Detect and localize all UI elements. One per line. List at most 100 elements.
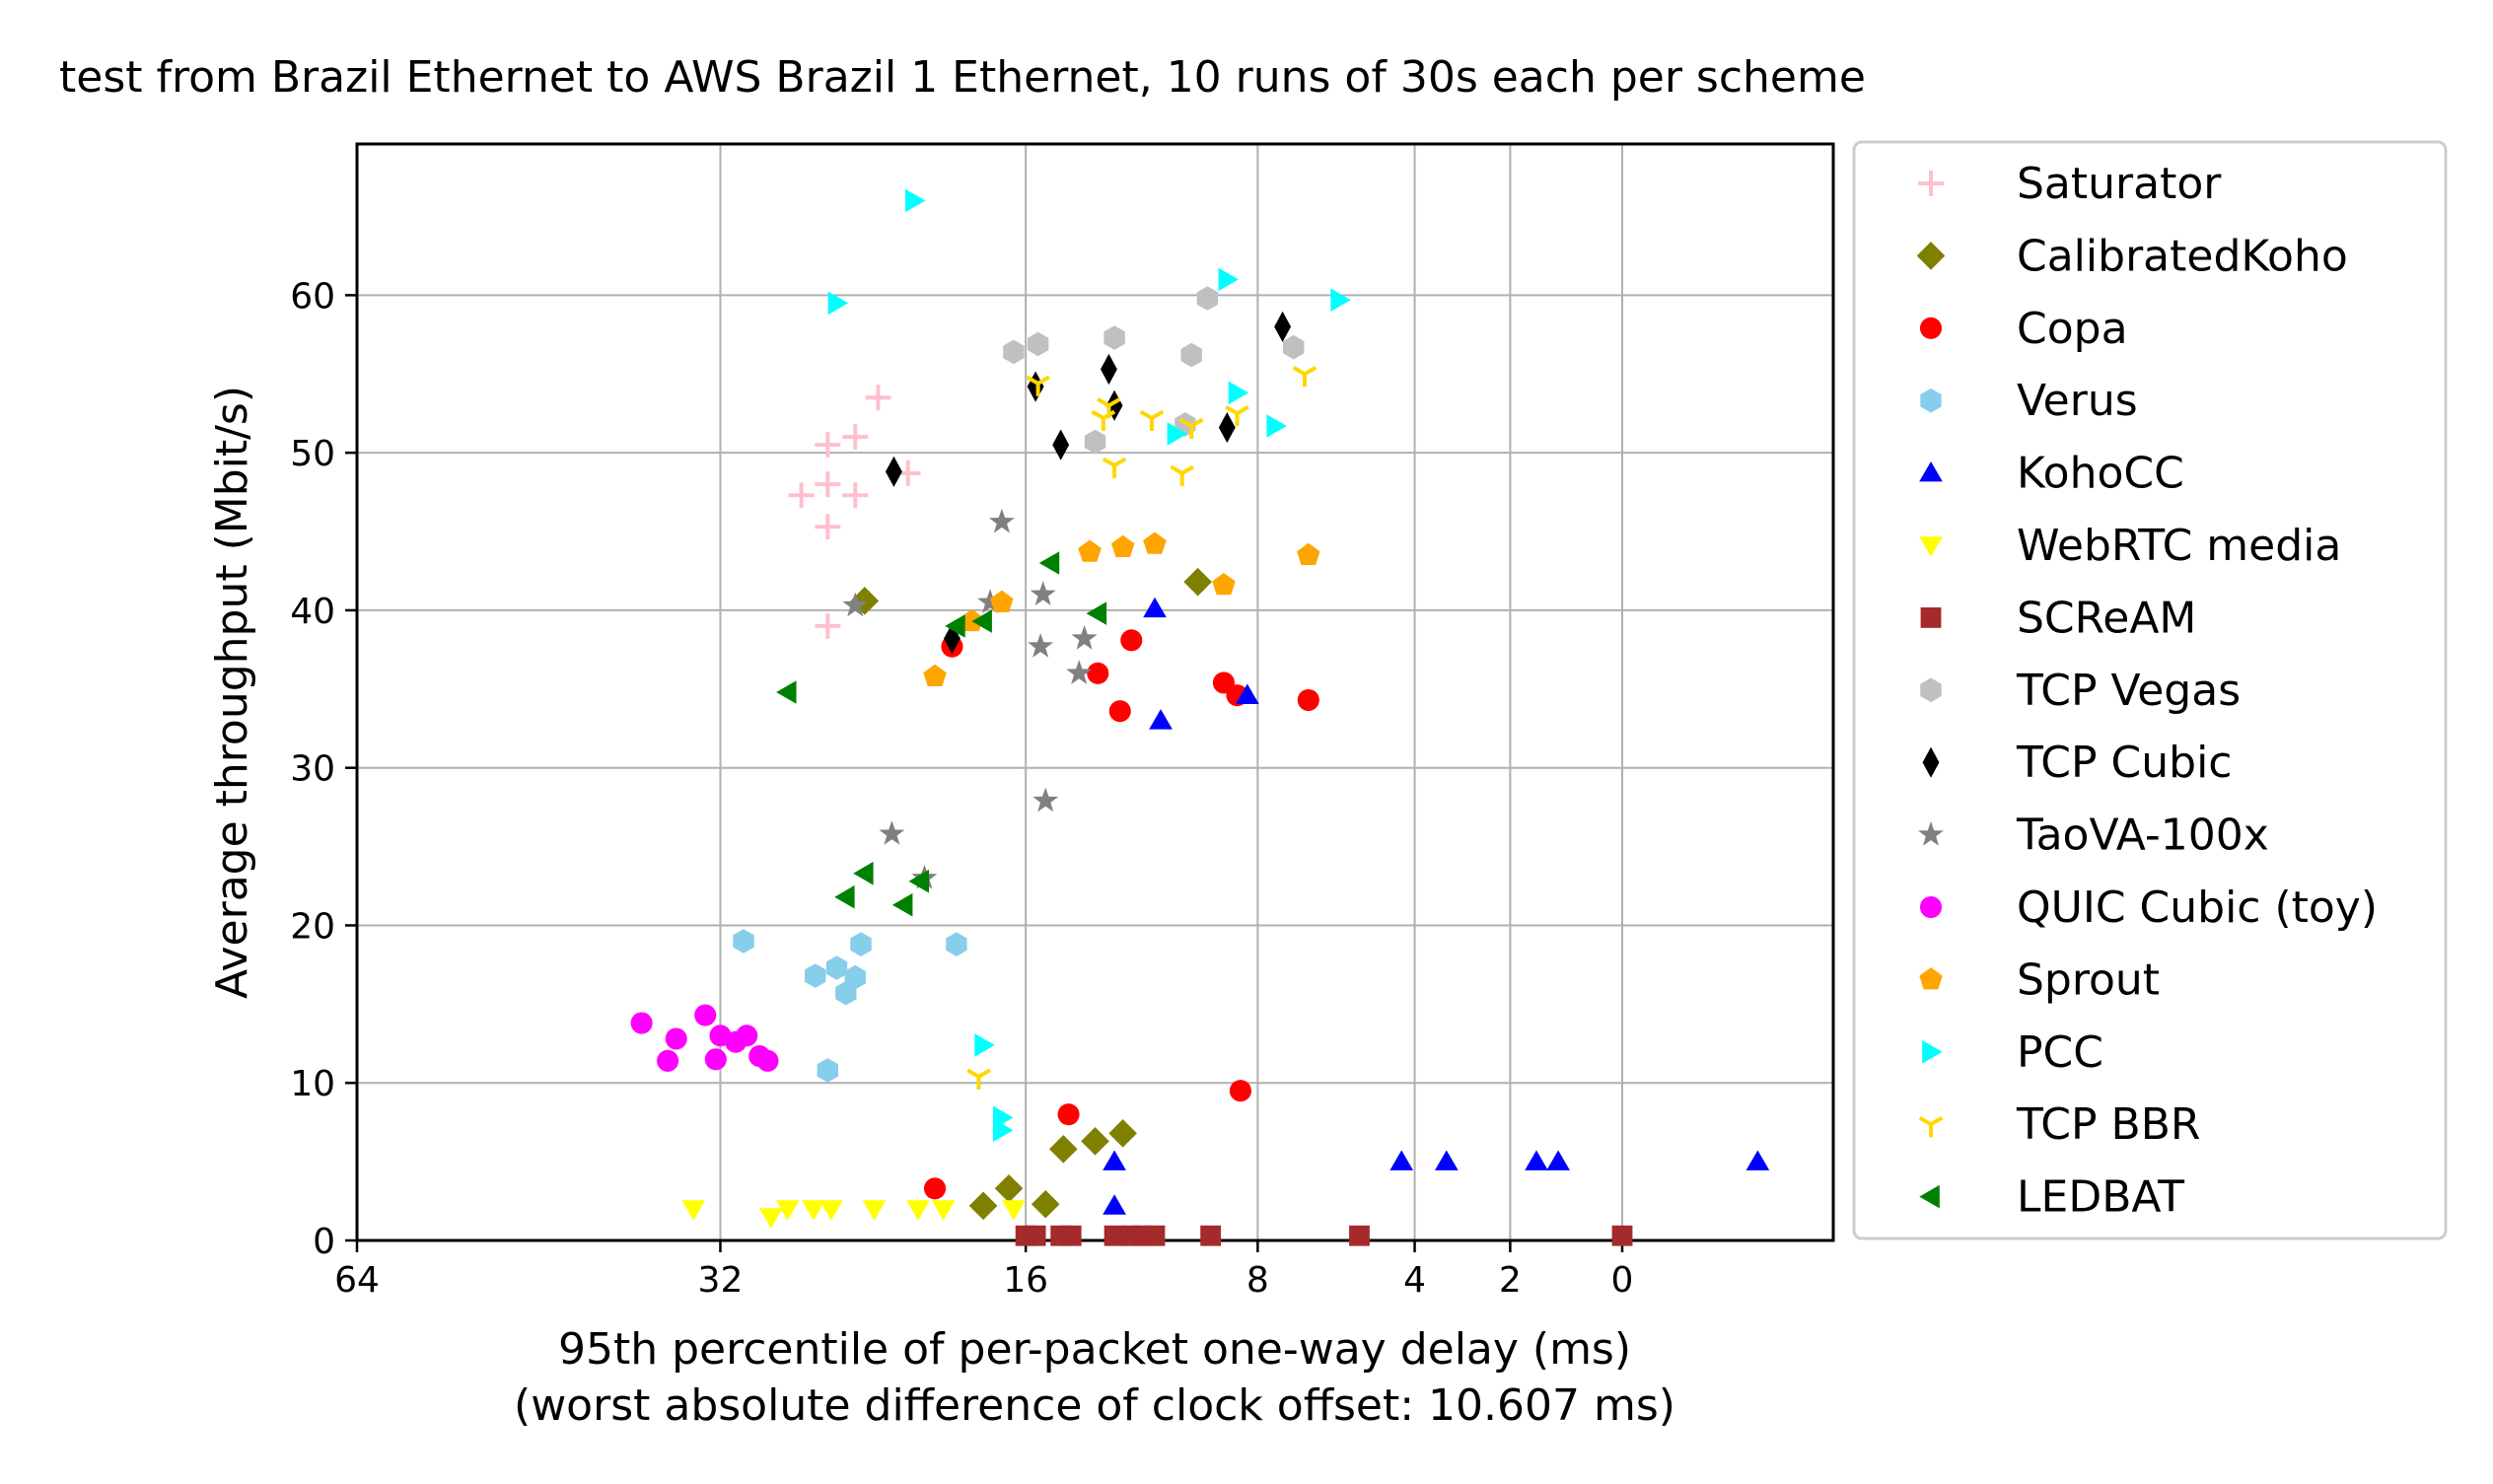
- legend-label-verus: Verus: [2017, 376, 2138, 426]
- point-calibratedkoho-3: [994, 1173, 1024, 1203]
- point-quic-cubic-toy-0: [630, 1012, 653, 1034]
- point-ledbat-3: [971, 609, 992, 633]
- point-sprout-0: [1078, 539, 1102, 562]
- point-tcp-cubic-0: [1027, 371, 1044, 402]
- x-tick-label-4: 4: [1403, 1260, 1426, 1301]
- point-taova-100x-7: [1033, 787, 1059, 813]
- x-tick-label-2: 16: [1003, 1260, 1048, 1301]
- legend-marker-sprout: [1919, 967, 1943, 990]
- x-axis-label: 95th percentile of per-packet one-way de…: [558, 1324, 1631, 1375]
- point-tcp-vegas-5: [1283, 334, 1305, 360]
- legend-marker-webrtc-media: [1919, 536, 1943, 557]
- point-calibratedkoho-7: [1108, 1119, 1137, 1148]
- point-tcp-vegas-1: [1027, 331, 1049, 357]
- point-ledbat-4: [776, 680, 797, 704]
- point-pcc-7: [974, 1033, 995, 1057]
- point-tcp-cubic-5: [1274, 311, 1292, 342]
- point-calibratedkoho-4: [1031, 1189, 1060, 1219]
- point-kohocc-9: [1745, 1150, 1770, 1170]
- point-sprout-6: [960, 608, 984, 632]
- point-quic-cubic-toy-3: [694, 1004, 717, 1026]
- point-webrtc-media-2: [775, 1200, 800, 1221]
- point-tcp-vegas-0: [1003, 339, 1025, 365]
- point-verus-2: [825, 955, 848, 980]
- point-scream-3: [1060, 1225, 1082, 1246]
- point-copa-1: [1120, 629, 1143, 652]
- point-webrtc-media-7: [931, 1200, 956, 1221]
- point-ledbat-2: [945, 614, 965, 638]
- point-kohocc-5: [1389, 1150, 1413, 1170]
- point-pcc-4: [1228, 381, 1249, 405]
- point-quic-cubic-toy-8: [704, 1048, 727, 1071]
- legend-marker-tcp-cubic: [1922, 746, 1940, 778]
- legend-marker-calibratedkoho: [1916, 242, 1946, 270]
- point-quic-cubic-toy-9: [756, 1049, 779, 1072]
- x-axis-ticks: 64 32 16 8 4 2 0: [334, 1240, 1633, 1301]
- point-calibratedkoho-1: [1183, 567, 1212, 597]
- point-tcp-cubic-4: [1218, 411, 1236, 444]
- point-kohocc-8: [1546, 1150, 1570, 1170]
- point-taova-100x-1: [1030, 581, 1056, 605]
- point-pcc-3: [1330, 288, 1351, 312]
- point-kohocc-3: [1103, 1150, 1126, 1170]
- point-taova-100x-4: [1028, 633, 1054, 658]
- point-pcc-2: [1218, 267, 1239, 292]
- point-ledbat-7: [891, 892, 913, 917]
- point-tcp-cubic-6: [885, 456, 902, 487]
- legend-label-pcc: PCC: [2017, 1027, 2103, 1078]
- point-verus-3: [850, 932, 872, 956]
- point-webrtc-media-8: [1002, 1200, 1026, 1221]
- point-tcp-vegas-4: [1196, 286, 1219, 311]
- legend-label-sprout: Sprout: [2017, 954, 2160, 1005]
- point-ledbat-8: [834, 884, 855, 909]
- point-tcp-cubic-1: [1100, 353, 1117, 386]
- y-tick-label-6: 60: [290, 276, 335, 317]
- point-saturator-5: [842, 424, 869, 451]
- legend-box: [1852, 140, 2448, 1240]
- point-webrtc-media-6: [906, 1200, 930, 1221]
- point-webrtc-media-1: [759, 1208, 783, 1229]
- data-points: [630, 188, 1770, 1246]
- point-webrtc-media-3: [802, 1200, 825, 1221]
- point-tcp-bbr-3: [1139, 409, 1165, 431]
- point-tcp-bbr-6: [1292, 366, 1318, 388]
- point-ledbat-6: [908, 869, 929, 893]
- point-sprout-7: [923, 664, 947, 686]
- point-taova-100x-3: [842, 592, 869, 617]
- legend-label-copa: Copa: [2017, 304, 2128, 354]
- point-ledbat-5: [853, 861, 874, 885]
- point-webrtc-media-5: [862, 1200, 887, 1221]
- legend-marker-saturator: [1918, 171, 1944, 196]
- point-calibratedkoho-5: [1048, 1135, 1078, 1164]
- legend-marker-copa: [1919, 317, 1943, 339]
- point-kohocc-2: [1236, 683, 1259, 704]
- point-pcc-0: [905, 188, 926, 213]
- x-axis-label-note: (worst absolute difference of clock offs…: [514, 1380, 1675, 1431]
- point-quic-cubic-toy-1: [665, 1027, 687, 1050]
- point-kohocc-4: [1103, 1194, 1126, 1215]
- y-tick-label-1: 10: [290, 1064, 335, 1104]
- point-saturator-1: [815, 471, 841, 498]
- y-axis-ticks: 0 10 20 30 40 50 60: [290, 276, 357, 1262]
- legend-label-tcp-vegas: TCP Vegas: [2016, 666, 2241, 716]
- point-tcp-bbr-7: [1102, 457, 1127, 478]
- point-copa-2: [1087, 662, 1109, 684]
- point-scream-8: [1200, 1225, 1222, 1246]
- x-tick-label-1: 32: [698, 1260, 744, 1301]
- point-copa-6: [1297, 688, 1319, 712]
- point-tcp-vegas-2: [1104, 325, 1125, 350]
- point-saturator-3: [815, 514, 841, 540]
- point-sprout-3: [1212, 573, 1236, 596]
- point-webrtc-media-0: [681, 1200, 706, 1221]
- point-scream-1: [1025, 1225, 1046, 1246]
- point-copa-9: [923, 1177, 947, 1200]
- point-quic-cubic-toy-2: [657, 1049, 679, 1072]
- point-sprout-5: [990, 590, 1014, 612]
- legend-marker-tcp-vegas: [1920, 677, 1942, 703]
- legend: Saturator CalibratedKoho Copa Verus KohoCC We…: [1852, 140, 2448, 1240]
- x-tick-label-6: 0: [1611, 1260, 1634, 1301]
- legend-label-ledbat: LEDBAT: [2017, 1172, 2184, 1223]
- y-tick-label-5: 50: [290, 434, 335, 474]
- point-calibratedkoho-2: [968, 1191, 998, 1221]
- legend-marker-taova-100x: [1918, 821, 1944, 846]
